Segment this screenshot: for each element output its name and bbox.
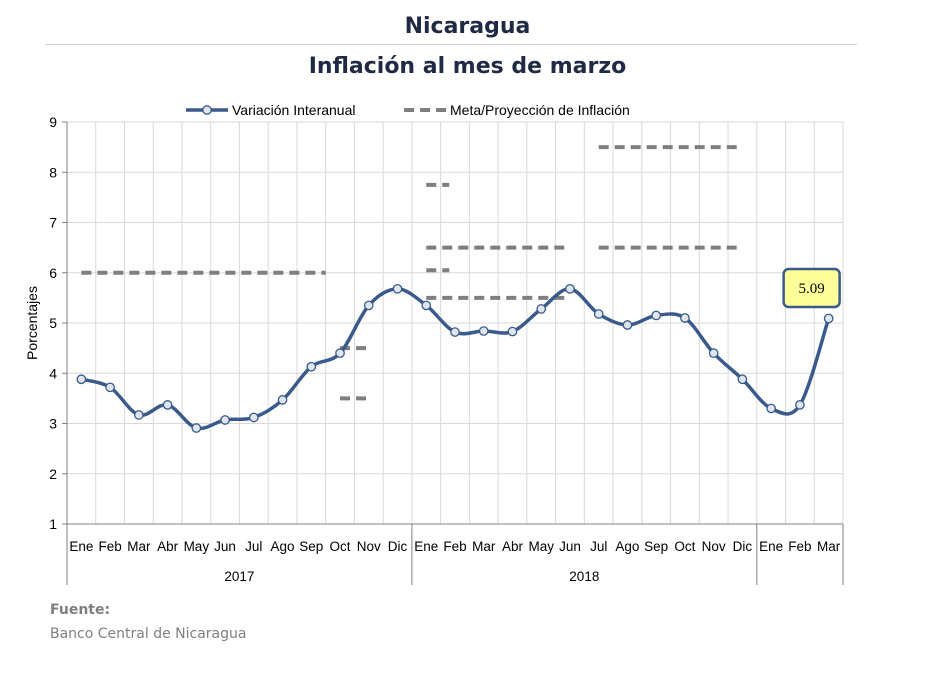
data-point [507, 326, 518, 337]
x-tick-label: Abr [502, 539, 524, 554]
x-tick-label: Jul [590, 539, 607, 554]
data-point [737, 374, 748, 385]
axes: 1 2 3 4 5 6 7 8 9 Porcentajes Ene Feb Mar Abr May Jun Ju… [24, 114, 844, 585]
data-point [536, 304, 547, 314]
y-tick-label: 6 [49, 265, 57, 281]
x-tick-label: Ene [414, 539, 438, 554]
data-point [766, 403, 776, 414]
legend-series-label: Variación Interanual [232, 102, 355, 118]
source-label: Fuente: [50, 602, 111, 618]
y-axis-label: Porcentajes [24, 286, 40, 360]
x-tick-label: Ago [615, 539, 639, 554]
data-point [220, 415, 230, 425]
legend-series-marker [202, 105, 212, 115]
x-tick-label: Ago [271, 539, 295, 554]
data-point [363, 300, 374, 311]
data-point [277, 395, 288, 405]
data-point [680, 313, 690, 323]
x-tick-label: Feb [443, 539, 466, 554]
series-line [80, 287, 831, 431]
x-tick-label: Mar [472, 539, 496, 554]
data-point [478, 326, 489, 336]
callout-box [782, 267, 841, 309]
x-tick-label: May [184, 539, 210, 554]
y-tick-label: 7 [49, 215, 57, 231]
x-tick-label: Sep [644, 539, 668, 554]
value-callout: 5.09 [782, 267, 841, 309]
data-point [105, 382, 115, 393]
data-point [708, 348, 719, 358]
gridlines [66, 121, 844, 525]
x-tick-label: Dic [388, 539, 408, 554]
x-tick-label: Abr [157, 539, 179, 554]
year-label: 2018 [569, 569, 599, 584]
y-tick-label: 5 [49, 315, 57, 331]
x-tick-label: Sep [299, 539, 323, 554]
data-point [823, 313, 834, 324]
data-point [248, 412, 259, 423]
x-tick-label: Feb [98, 539, 121, 554]
data-point [622, 320, 633, 330]
x-tick-label: Ene [759, 539, 783, 554]
target-series [81, 145, 743, 401]
data-point [191, 423, 202, 433]
x-tick-label: Mar [817, 539, 841, 554]
chart-title: Nicaragua [404, 14, 531, 39]
x-tick-label: Mar [127, 539, 151, 554]
chart-subtitle: Inflación al mes de marzo [308, 54, 627, 79]
x-tick-label: Jul [245, 539, 262, 554]
data-point [134, 410, 144, 420]
data-point [76, 374, 87, 385]
y-tick-label: 1 [49, 516, 57, 532]
data-point [565, 283, 575, 294]
data-point [795, 400, 805, 410]
source-text: Banco Central de Nicaragua [50, 626, 247, 642]
x-tick-label: Jun [559, 539, 581, 554]
data-point [162, 400, 173, 410]
y-tick-label: 3 [49, 416, 57, 432]
y-tick-label: 4 [49, 365, 57, 381]
x-tick-label: Oct [330, 539, 351, 554]
x-tick-label: Jun [214, 539, 236, 554]
series-variacion-interanual [76, 283, 834, 433]
year-label: 2017 [224, 569, 254, 584]
data-point [335, 348, 345, 358]
callout-label: 5.09 [799, 281, 825, 297]
legend-target-label: Meta/Proyección de Inflación [450, 102, 630, 118]
x-tick-label: Ene [69, 539, 93, 554]
data-point [651, 310, 662, 321]
data-point [392, 283, 403, 294]
title-divider [45, 44, 857, 45]
legend: Variación Interanual Meta/Proyección de I… [186, 102, 630, 118]
x-tick-label: Nov [357, 539, 381, 554]
y-tick-label: 2 [49, 466, 57, 482]
y-tick-label: 8 [49, 164, 57, 180]
data-point [421, 300, 432, 311]
y-tick-label: 9 [49, 114, 57, 130]
line-chart: 1 2 3 4 5 6 7 8 9 Porcentajes Ene Feb Mar Abr May Jun Ju… [24, 102, 844, 585]
data-point [306, 361, 317, 372]
data-point [593, 309, 604, 319]
x-tick-label: Feb [788, 539, 811, 554]
data-point [450, 327, 460, 337]
x-tick-label: Oct [674, 539, 695, 554]
x-tick-label: Nov [702, 539, 726, 554]
x-tick-label: May [528, 539, 554, 554]
x-tick-label: Dic [733, 539, 753, 554]
